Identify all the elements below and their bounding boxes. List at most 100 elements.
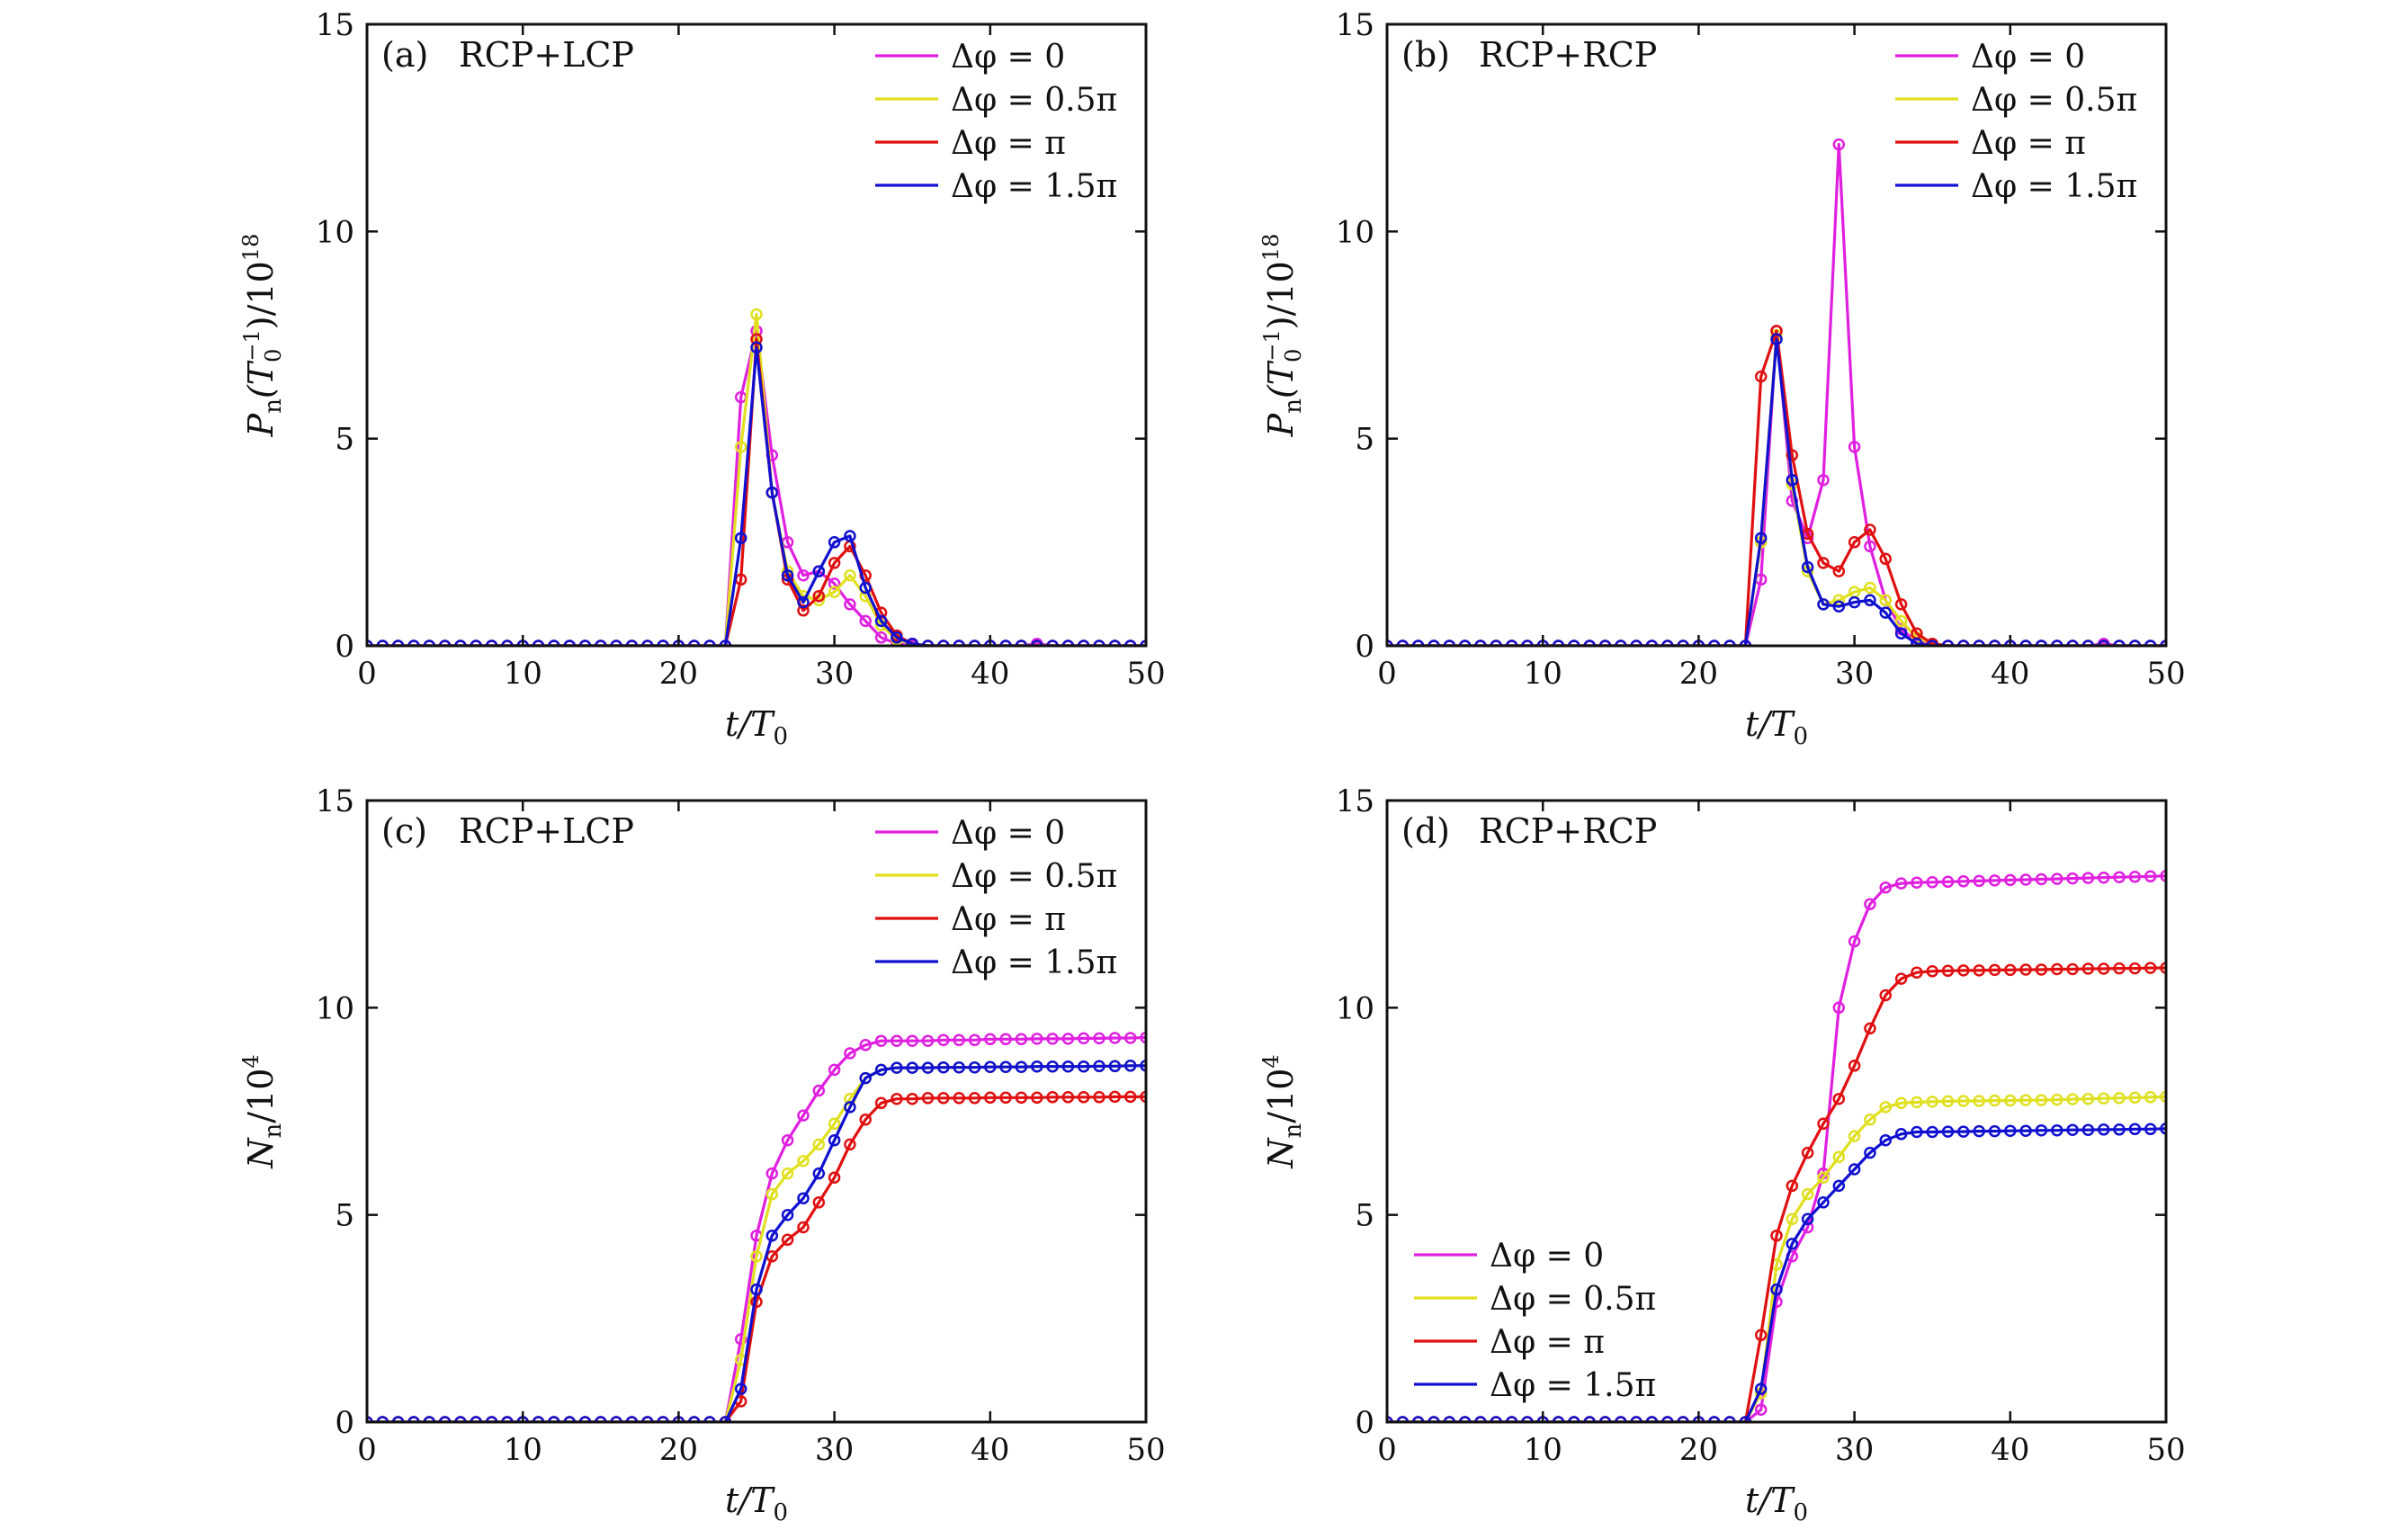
data-point <box>470 1416 482 1422</box>
data-point <box>2051 640 2063 646</box>
data-point <box>1801 1187 1814 1201</box>
data-point <box>859 614 872 628</box>
x-tick-label: 50 <box>2146 656 2185 692</box>
data-point <box>2019 1124 2032 1137</box>
data-point <box>1926 876 1938 889</box>
y-tick-label: 15 <box>316 7 354 43</box>
data-point <box>1739 640 1752 646</box>
data-point <box>937 1092 950 1105</box>
data-point <box>1894 972 1908 985</box>
data-point <box>1093 1091 1106 1104</box>
plot-area <box>367 1031 1146 1422</box>
data-point <box>1941 1095 1955 1108</box>
y-axis-title: Nn/104 <box>238 1054 287 1168</box>
data-point <box>844 598 856 611</box>
data-point <box>1832 1001 1846 1015</box>
data-point <box>1046 640 1059 646</box>
data-point <box>1015 1033 1028 1046</box>
data-point <box>984 1033 997 1046</box>
data-point <box>454 640 467 646</box>
panel-title: RCP+RCP <box>1479 811 1657 851</box>
data-point <box>1046 1060 1059 1073</box>
data-point <box>1988 1124 2001 1138</box>
data-point <box>1707 1416 1721 1422</box>
panel-a: 0 10 20 30 40 50 0 5 10 15 t/T0 Pn(T0−1)/1018 (a) RCP… <box>238 7 1166 750</box>
data-point <box>812 1138 826 1151</box>
x-tick-label: 40 <box>1991 1432 2029 1468</box>
y-tick-label: 15 <box>316 783 354 819</box>
data-point <box>953 640 965 646</box>
data-point <box>1894 598 1908 611</box>
data-point <box>1031 1091 1043 1105</box>
data-point <box>1832 600 1846 613</box>
data-point <box>921 1061 935 1074</box>
data-point <box>1490 1416 1502 1422</box>
plot-area <box>1387 870 2166 1422</box>
data-point <box>1864 1113 1876 1126</box>
data-point <box>765 1167 779 1180</box>
data-point <box>1864 1022 1876 1035</box>
data-point <box>1443 1416 1456 1422</box>
data-point <box>1817 1117 1830 1131</box>
data-point <box>812 1196 826 1209</box>
data-point <box>1458 640 1472 646</box>
x-tick-label: 30 <box>815 656 854 692</box>
data-point <box>765 1229 779 1242</box>
data-point <box>1140 1090 1146 1104</box>
y-tick-label: 0 <box>1355 629 1374 665</box>
data-point <box>1848 536 1861 549</box>
data-point <box>1957 640 1970 646</box>
data-point <box>874 614 888 628</box>
data-point <box>1093 1060 1106 1073</box>
panel-b: 0 10 20 30 40 50 0 5 10 15 t/T0 Pn(T0−1)/1018 (b) RCP… <box>1258 7 2186 750</box>
data-point <box>423 640 436 646</box>
data-point <box>1879 1101 1892 1114</box>
data-point <box>1770 1229 1783 1242</box>
data-point <box>1770 1283 1783 1296</box>
data-point <box>844 530 856 542</box>
data-point <box>797 1221 810 1234</box>
data-point <box>2051 1123 2063 1137</box>
data-point <box>1123 1060 1137 1072</box>
data-point <box>891 1092 903 1105</box>
data-point <box>968 1060 981 1074</box>
data-point <box>1879 989 1892 1002</box>
series-2 <box>367 333 1146 646</box>
x-axis-title: t/T0 <box>725 1481 788 1526</box>
data-point <box>1817 1171 1830 1184</box>
series-line <box>367 337 1146 646</box>
data-point <box>797 604 810 617</box>
data-point <box>906 1092 918 1105</box>
data-point <box>2097 1092 2110 1105</box>
series-line <box>367 345 1146 646</box>
x-tick-label: 10 <box>1524 656 1562 692</box>
data-point <box>1911 1125 1923 1139</box>
data-point <box>1396 1416 1410 1422</box>
data-point <box>781 1208 794 1221</box>
data-point <box>891 1061 903 1074</box>
panel-label: (b) <box>1401 35 1450 75</box>
data-point <box>828 557 841 569</box>
data-point <box>2144 1091 2157 1104</box>
data-point <box>750 308 763 321</box>
data-point <box>1832 1150 1846 1163</box>
data-point <box>1957 1095 1970 1107</box>
data-point <box>2081 1123 2095 1136</box>
data-point <box>828 1117 841 1131</box>
data-point <box>1505 1416 1518 1422</box>
data-point <box>595 1416 607 1422</box>
data-point <box>2128 871 2142 883</box>
data-point <box>1490 640 1502 646</box>
x-tick-label: 50 <box>1126 656 1165 692</box>
data-point <box>578 640 592 646</box>
data-point <box>1911 966 1923 979</box>
data-point <box>687 1416 701 1422</box>
data-point <box>1801 560 1814 574</box>
data-point <box>999 1091 1012 1105</box>
data-point <box>578 1416 592 1422</box>
legend-label: Δφ = π <box>1490 1324 1605 1361</box>
data-point <box>1894 877 1908 890</box>
data-point <box>438 1416 452 1422</box>
data-point <box>657 640 669 646</box>
data-point <box>1077 1060 1090 1073</box>
